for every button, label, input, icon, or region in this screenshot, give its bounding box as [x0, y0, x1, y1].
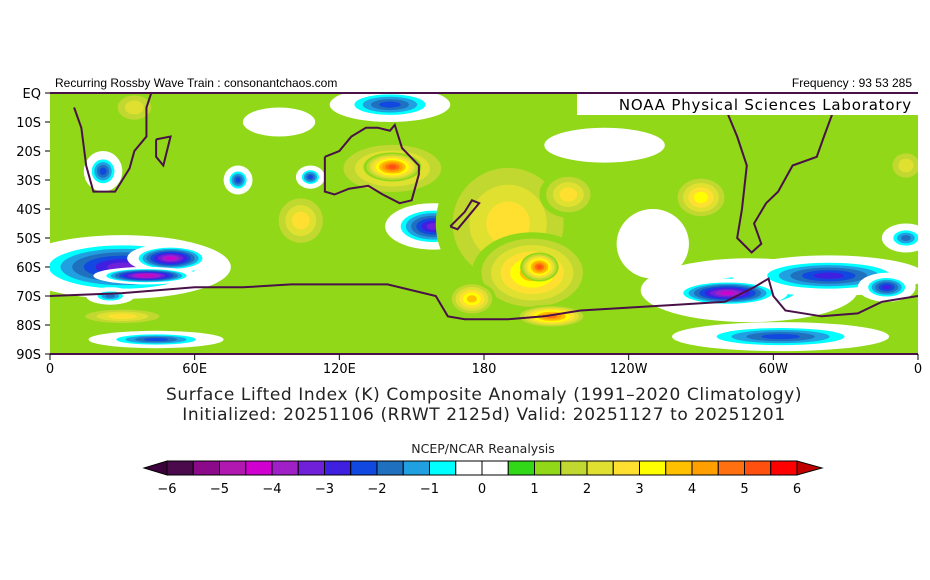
colorbar-swatch	[350, 460, 378, 476]
anomaly-contour	[536, 264, 543, 270]
colorbar-swatch	[402, 460, 430, 476]
colorbar-tick-label: 5	[740, 482, 748, 497]
colorbar-swatch	[245, 460, 273, 476]
anomaly-contour	[258, 113, 300, 131]
colorbar-tick-label: 0	[478, 482, 486, 497]
new-zealand-coast	[449, 199, 481, 231]
colorbar-tick-label: 4	[688, 482, 696, 497]
colorbar-swatch	[166, 460, 194, 476]
y-tick-label: EQ	[23, 87, 41, 102]
header-frequency: Frequency : 93 53 285	[791, 76, 912, 90]
colorbar: −6 −5 −4 −3 −2 −1 0 1 2 3 4 5 6	[142, 460, 824, 497]
colorbar-over-arrow	[796, 460, 824, 476]
colorbar-tick-label: −6	[157, 482, 176, 497]
colorbar-under-arrow	[142, 460, 168, 476]
colorbar-swatch	[481, 460, 509, 476]
x-tick-label: 60W	[759, 362, 789, 377]
lab-label-box	[577, 94, 918, 115]
colorbar-swatch	[219, 460, 247, 476]
colorbar-tick-label: 3	[635, 482, 643, 497]
anomaly-contour	[107, 313, 137, 319]
x-tick-label: 180	[472, 362, 497, 377]
anomaly-field	[50, 93, 918, 352]
anomaly-contour	[124, 100, 144, 115]
anomaly-contour	[388, 164, 397, 169]
anomaly-contour	[144, 337, 169, 342]
anomaly-contour	[235, 177, 241, 183]
colorbar-tick-label: −2	[367, 482, 386, 497]
x-tick-label: 120E	[323, 362, 356, 377]
anomaly-contour	[813, 272, 844, 279]
colorbar-swatch	[770, 460, 798, 476]
anomaly-contour	[632, 224, 674, 264]
title-line-2: Initialized: 20251106 (RRWT 2125d) Valid…	[182, 405, 786, 425]
x-tick-label: 120W	[610, 362, 648, 377]
colorbar-tick-label: −3	[315, 482, 334, 497]
anomaly-contour	[292, 211, 310, 230]
colorbar-swatch	[691, 460, 719, 476]
y-tick-label: 90S	[16, 348, 41, 363]
anomaly-contour	[559, 187, 578, 202]
colorbar-tick-label: 2	[583, 482, 591, 497]
anomaly-contour	[105, 294, 116, 298]
anomaly-contour	[898, 158, 914, 173]
colorbar-swatch	[297, 460, 325, 476]
colorbar-tick-label: 1	[530, 482, 538, 497]
y-tick-label: 10S	[16, 116, 41, 131]
anomaly-contour	[693, 191, 709, 204]
colorbar-tick-label: −4	[262, 482, 281, 497]
y-tick-label: 80S	[16, 319, 41, 334]
colorbar-swatch	[376, 460, 404, 476]
africa-coast	[73, 93, 153, 193]
south-america-coast	[724, 93, 847, 254]
colorbar-swatch	[639, 460, 667, 476]
anomaly-contour	[900, 235, 911, 241]
colorbar-swatch	[717, 460, 745, 476]
title-line-1: Surface Lifted Index (K) Composite Anoma…	[165, 385, 803, 405]
anomaly-contour	[761, 334, 800, 340]
y-tick-label: 40S	[16, 203, 41, 218]
colorbar-swatch	[507, 460, 535, 476]
x-tick-label: 0	[914, 362, 922, 377]
colorbar-title: NCEP/NCAR Reanalysis	[411, 441, 555, 456]
anomaly-contour	[99, 167, 107, 175]
y-tick-label: 60S	[16, 261, 41, 276]
lab-label: NOAA Physical Sciences Laboratory	[619, 96, 912, 114]
colorbar-swatch	[665, 460, 693, 476]
axes: EQ 10S 20S 30S 40S 50S 60S 70S 80S 90S 0 60E 120E 180…	[16, 87, 922, 377]
colorbar-tick-label: 6	[793, 482, 801, 497]
anomaly-contour	[570, 135, 639, 156]
anomaly-contour	[720, 291, 735, 295]
anomaly-contour	[165, 256, 176, 260]
colorbar-swatch	[744, 460, 772, 476]
anomaly-contour	[140, 274, 153, 277]
colorbar-swatch	[534, 460, 562, 476]
y-tick-label: 20S	[16, 145, 41, 160]
colorbar-tick-label: −1	[420, 482, 439, 497]
y-tick-label: 30S	[16, 174, 41, 189]
colorbar-swatch	[455, 460, 483, 476]
colorbar-swatch	[612, 460, 640, 476]
colorbar-swatch	[586, 460, 614, 476]
anomaly-contour	[379, 101, 401, 108]
anomaly-contour	[307, 175, 313, 180]
colorbar-tick-label: −5	[210, 482, 229, 497]
y-tick-label: 50S	[16, 232, 41, 247]
x-tick-label: 60E	[182, 362, 207, 377]
anomaly-contour	[466, 295, 477, 303]
colorbar-swatch	[271, 460, 299, 476]
y-tick-label: 70S	[16, 290, 41, 305]
x-tick-label: 0	[46, 362, 54, 377]
colorbar-swatch	[192, 460, 220, 476]
australia-coast	[323, 122, 420, 205]
antarctica-coast	[50, 277, 918, 321]
anomaly-contour	[882, 285, 892, 290]
header-credit: Recurring Rossby Wave Train : consonantc…	[55, 76, 338, 90]
coastlines	[50, 93, 918, 321]
colorbar-swatch	[429, 460, 457, 476]
colorbar-swatch	[324, 460, 352, 476]
madagascar-coast	[155, 135, 172, 168]
colorbar-swatch	[560, 460, 588, 476]
